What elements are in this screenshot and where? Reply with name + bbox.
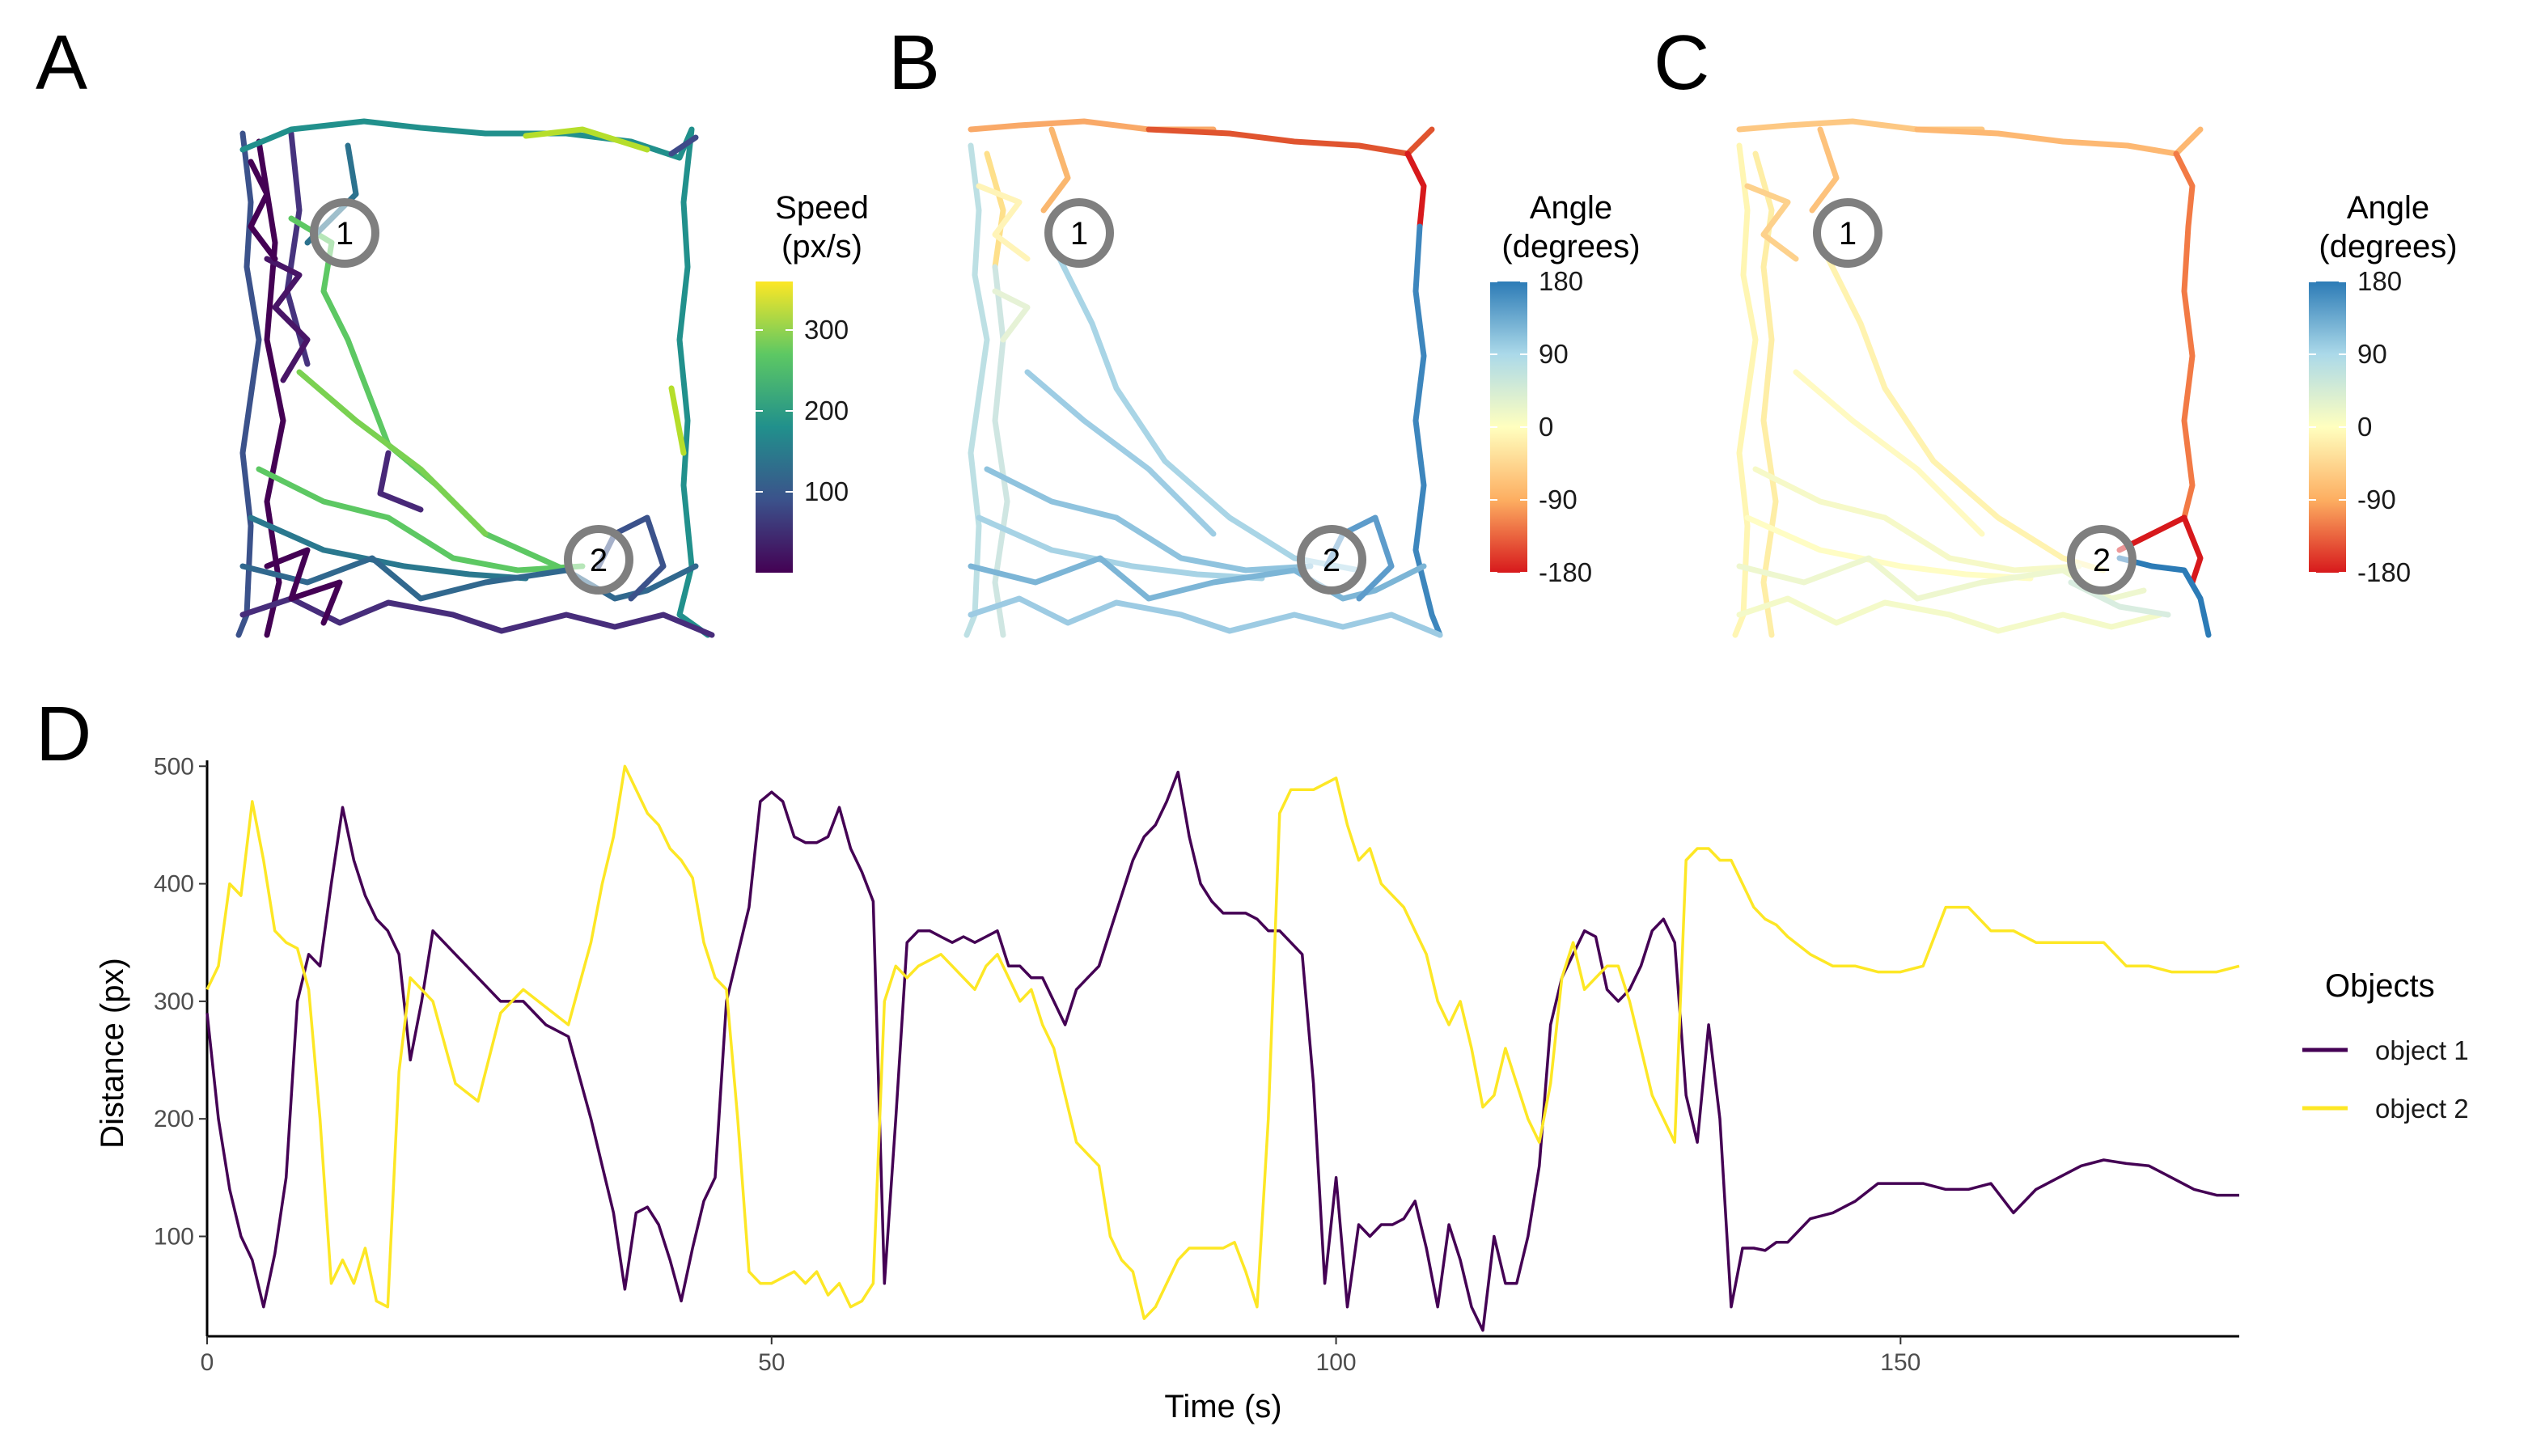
colorbar-label-b-2: 0 (1539, 412, 1553, 442)
panel-letter-d: D (36, 691, 91, 777)
colorbar-a (756, 281, 793, 573)
y-tick-label: 300 (154, 988, 194, 1015)
panel-b: B (888, 19, 1443, 638)
y-axis-label: Distance (px) (95, 958, 130, 1149)
marker-a-2 (564, 525, 633, 595)
legend-title-a-line2: (px/s) (781, 229, 862, 265)
x-tick-label: 150 (1880, 1349, 1921, 1376)
marker-label-c-2: 2 (2093, 543, 2111, 578)
colorbar-label-c-3: -90 (2357, 485, 2396, 514)
y-tick-label: 200 (154, 1106, 194, 1132)
colorbar-label-a-1: 200 (804, 396, 849, 425)
marker-a-1 (310, 198, 379, 268)
trajectory-a (235, 118, 715, 638)
marker-label-c-1: 1 (1839, 216, 1857, 252)
line-chart-series (205, 764, 2240, 1332)
marker-label-a-2: 2 (590, 543, 608, 578)
colorbar-label-b-4: -180 (1539, 557, 1592, 587)
y-tick-label: 100 (154, 1223, 194, 1250)
panel-letter-b: B (888, 19, 940, 106)
legend-title-c-line1: Angle (2347, 190, 2429, 226)
marker-label-a-1: 1 (336, 216, 354, 252)
colorbar-label-b-0: 180 (1539, 266, 1583, 296)
colorbar-label-c-1: 90 (2357, 339, 2387, 369)
series-line-object-2 (205, 764, 2240, 1320)
marker-label-b-1: 1 (1070, 216, 1088, 252)
marker-b-2 (1297, 525, 1366, 595)
x-tick-label: 50 (758, 1349, 785, 1376)
panel-c: C (1654, 19, 2212, 638)
legend-title-b-line1: Angle (1530, 190, 1612, 226)
trajectory-b (963, 118, 1443, 638)
object-markers (310, 198, 2137, 595)
x-tick-label: 100 (1316, 1349, 1357, 1376)
colorbar-label-a-2: 100 (804, 476, 849, 506)
series-line-object-1 (205, 770, 2239, 1332)
x-axis-label: Time (s) (1164, 1389, 1281, 1424)
legend-label-object-1: object 1 (2375, 1035, 2469, 1065)
panel-letter-c: C (1654, 19, 1709, 106)
panel-d: D 0 50 100 150 100 200 300 400 500 Time (s) Dist… (36, 691, 2469, 1424)
marker-b-1 (1044, 198, 1114, 268)
y-tick-label: 400 (154, 871, 194, 898)
panel-a: A (36, 19, 715, 638)
colorbar-label-a-0: 300 (804, 315, 849, 345)
colorbar-label-c-2: 0 (2357, 412, 2372, 442)
chart-legend: Objects object 1 object 2 (2302, 968, 2469, 1124)
trajectory-c (1732, 118, 2212, 638)
line-chart-axes: 0 50 100 150 100 200 300 400 500 (154, 753, 2239, 1376)
colorbar-label-b-3: -90 (1539, 485, 1578, 514)
x-tick-label: 0 (201, 1349, 214, 1376)
marker-c-1 (1813, 198, 1882, 268)
legend-title-a-line1: Speed (775, 190, 869, 226)
chart-legend-title: Objects (2325, 968, 2435, 1004)
marker-c-2 (2067, 525, 2137, 595)
legend-ticks: 300 200 100 180 90 0 -90 -180 180 90 0 -90 -180 (756, 266, 2411, 587)
marker-label-b-2: 2 (1323, 543, 1340, 578)
colorbar-label-c-0: 180 (2357, 266, 2402, 296)
colorbar-label-b-1: 90 (1539, 339, 1569, 369)
legend-title-c-line2: (degrees) (2319, 229, 2457, 265)
panel-letter-a: A (36, 19, 87, 106)
y-tick-label: 500 (154, 753, 194, 780)
legend-title-b-line2: (degrees) (1501, 229, 1640, 265)
colorbar-label-c-4: -180 (2357, 557, 2411, 587)
legend-label-object-2: object 2 (2375, 1094, 2469, 1124)
